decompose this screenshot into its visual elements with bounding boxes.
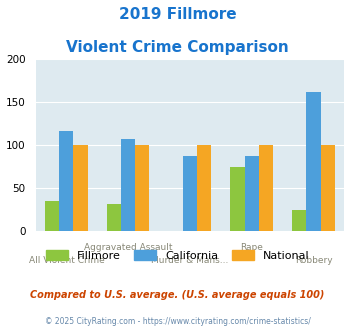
Text: Aggravated Assault: Aggravated Assault	[84, 243, 173, 251]
Bar	[73, 145, 88, 231]
Bar	[45, 201, 59, 231]
Bar	[306, 92, 321, 231]
Text: Compared to U.S. average. (U.S. average equals 100): Compared to U.S. average. (U.S. average …	[30, 290, 325, 300]
Bar	[135, 145, 149, 231]
Text: © 2025 CityRating.com - https://www.cityrating.com/crime-statistics/: © 2025 CityRating.com - https://www.city…	[45, 317, 310, 326]
Text: Rape: Rape	[240, 243, 263, 251]
Text: Violent Crime Comparison: Violent Crime Comparison	[66, 40, 289, 54]
Text: 2019 Fillmore: 2019 Fillmore	[119, 7, 236, 21]
Bar	[59, 131, 73, 231]
Bar	[107, 204, 121, 231]
Bar	[197, 145, 211, 231]
Text: All Violent Crime: All Violent Crime	[28, 256, 104, 265]
Text: Robbery: Robbery	[295, 256, 332, 265]
Bar	[321, 145, 335, 231]
Bar	[292, 210, 306, 231]
Bar	[121, 139, 135, 231]
Bar	[259, 145, 273, 231]
Bar	[245, 156, 259, 231]
Legend: Fillmore, California, National: Fillmore, California, National	[41, 246, 314, 265]
Bar	[183, 156, 197, 231]
Bar	[230, 167, 245, 231]
Text: Murder & Mans...: Murder & Mans...	[151, 256, 229, 265]
